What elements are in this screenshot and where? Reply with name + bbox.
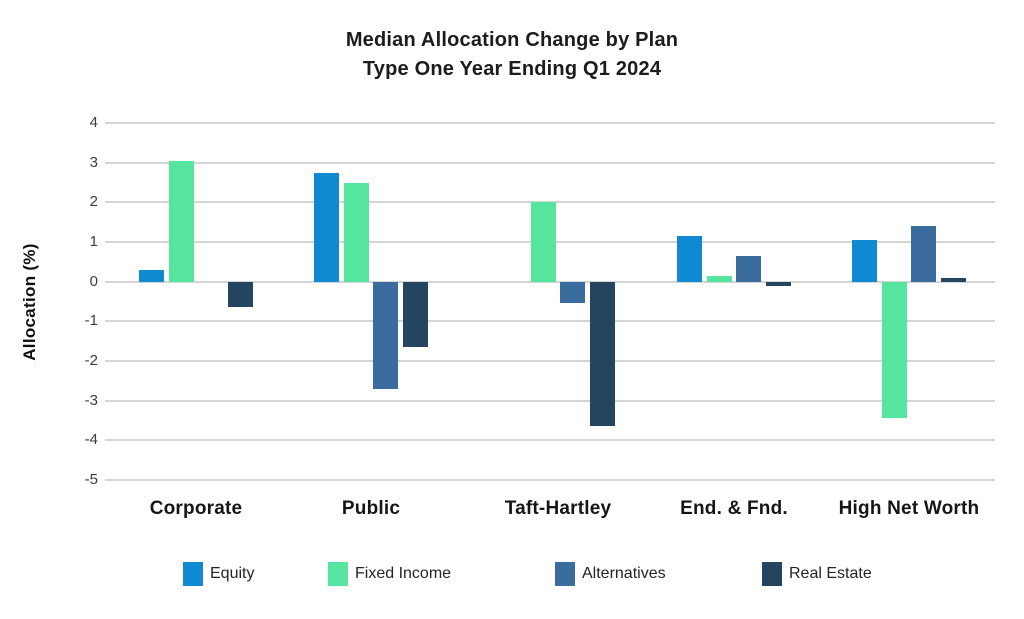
x-axis-label-high-net-worth: High Net Worth [838, 498, 980, 519]
bar-end-fnd--alternatives [736, 255, 762, 282]
bar-high-net-worth-fixed-income [881, 281, 907, 419]
bar-end-fnd--real-estate [765, 281, 791, 286]
bar-taft-hartley-fixed-income [530, 202, 556, 282]
gridline-y-3 [105, 161, 995, 164]
plot-area [105, 122, 995, 481]
y-tick-label-4: 4 [89, 114, 98, 131]
bar-high-net-worth-real-estate [940, 277, 966, 282]
y-tick-label--1: -1 [84, 312, 98, 330]
legend-item-equity: Equity [183, 562, 254, 586]
bar-end-fnd--equity [677, 236, 702, 282]
legend-item-real-estate: Real Estate [762, 562, 872, 586]
bar-high-net-worth-equity [852, 240, 877, 282]
y-tick-label--5: -5 [84, 471, 98, 488]
x-axis-label-corporate: Corporate [149, 498, 243, 519]
chart-title-line1: Median Allocation Change by Plan [345, 29, 679, 51]
y-tick-label--3: -3 [84, 391, 98, 409]
x-axis-label-public: Public [341, 498, 401, 519]
y-tick-label-3: 3 [89, 153, 98, 171]
legend-swatch-icon [328, 562, 348, 586]
gridline-y-4 [105, 122, 995, 124]
y-tick-label--4: -4 [84, 431, 98, 449]
x-axis-labels: Corporate Public Taft-Hartley End. & Fnd. Hi… [0, 498, 1024, 526]
legend-swatch-icon [762, 562, 782, 586]
chart-title-line2: Type One Year Ending Q1 2024 [362, 58, 662, 80]
bar-taft-hartley-real-estate [589, 281, 615, 427]
gridline-y--5 [105, 479, 995, 481]
y-tick-label-0: 0 [89, 272, 98, 290]
y-axis-ticks: 4 3 2 1 0 -1 -2 -3 -4 -5 [0, 0, 100, 619]
chart-title: Median Allocation Change by Plan Type On… [0, 26, 1024, 84]
bar-taft-hartley-alternatives [560, 281, 586, 304]
legend: Equity Fixed Income Alternatives Real Estat… [0, 562, 1024, 592]
bar-corporate-equity [139, 269, 164, 282]
bar-corporate-real-estate [227, 281, 253, 308]
bar-end-fnd--fixed-income [706, 275, 732, 282]
legend-item-alternatives: Alternatives [555, 562, 666, 586]
bar-public-real-estate [402, 281, 428, 348]
legend-label: Equity [210, 565, 255, 582]
gridline-y-0 [105, 280, 995, 283]
y-tick-label-2: 2 [89, 193, 98, 211]
legend-label: Fixed Income [355, 565, 452, 582]
bar-high-net-worth-alternatives [911, 226, 937, 282]
legend-label: Alternatives [582, 565, 666, 582]
bar-public-fixed-income [343, 182, 369, 282]
bar-corporate-fixed-income [168, 160, 194, 282]
legend-label: Real Estate [789, 565, 872, 582]
legend-swatch-icon [555, 562, 575, 586]
x-axis-label-taft-hartley: Taft-Hartley [504, 498, 612, 519]
bar-public-alternatives [373, 281, 399, 389]
y-tick-label-1: 1 [89, 233, 98, 250]
gridline-y--1 [105, 320, 995, 323]
bar-public-equity [314, 172, 339, 282]
gridline-y--2 [105, 360, 995, 362]
y-tick-label--2: -2 [84, 352, 98, 369]
gridline-y--3 [105, 399, 995, 402]
gridline-y--4 [105, 439, 995, 442]
legend-swatch-icon [183, 562, 203, 586]
legend-item-fixed-income: Fixed Income [328, 562, 451, 586]
x-axis-label-end-fnd-: End. & Fnd. [680, 498, 788, 519]
